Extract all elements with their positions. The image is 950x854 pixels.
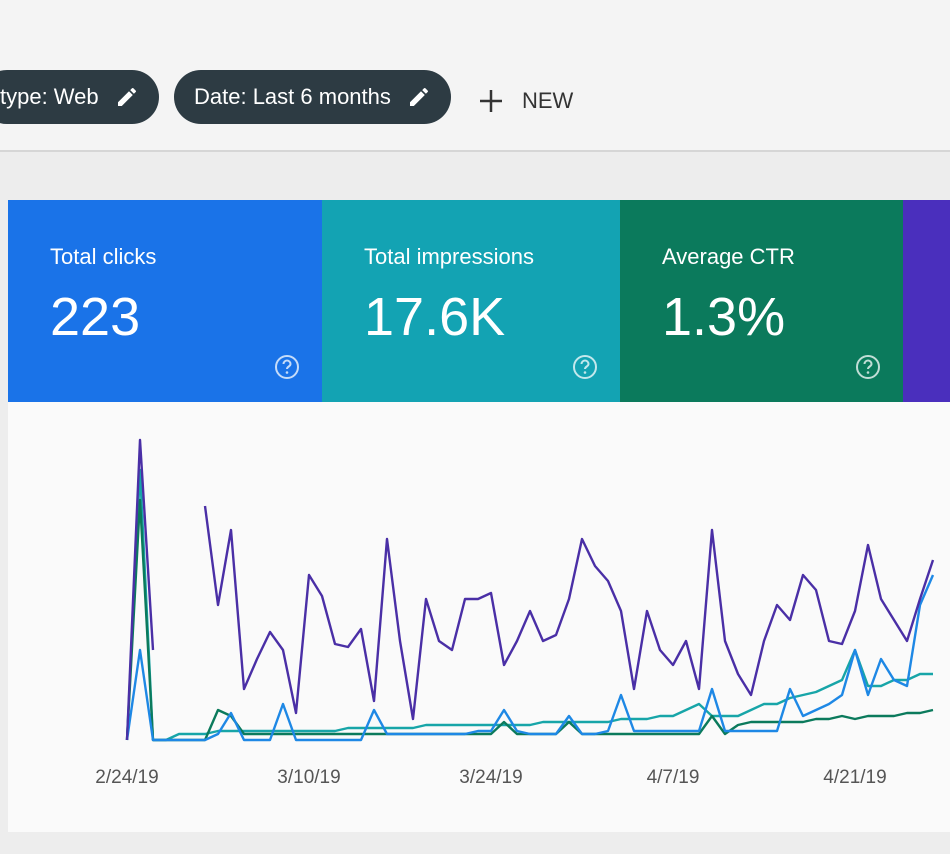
series-line <box>125 574 935 742</box>
edit-icon <box>409 88 428 106</box>
metric-card[interactable]: Average CTR 1.3% <box>620 200 903 402</box>
x-tick-label: 3/10/19 <box>277 767 340 788</box>
x-tick-label: 2/24/19 <box>95 767 158 788</box>
help-icon[interactable] <box>855 354 881 380</box>
series-line <box>125 438 935 741</box>
metric-card[interactable]: Total clicks 223 <box>8 200 322 402</box>
chart-panel: 2/24/19 3/10/19 3/24/19 4/7/19 4/21/19 <box>8 402 950 832</box>
filter-chip[interactable]: Date: Last 6 months <box>174 70 451 124</box>
x-tick-label: 4/7/19 <box>647 767 700 788</box>
chip-label: type: Web <box>0 84 99 109</box>
series-line <box>125 468 933 742</box>
button-label: NEW <box>522 88 574 113</box>
metric-value: 1.3% <box>662 287 786 347</box>
help-icon[interactable] <box>572 354 598 380</box>
x-tick-label: 3/24/19 <box>459 767 522 788</box>
series-line <box>125 498 934 742</box>
metric-value: 17.6K <box>364 287 506 347</box>
chip-label: Date: Last 6 months <box>194 84 391 109</box>
help-icon[interactable] <box>274 354 300 380</box>
metric-label: Total impressions <box>364 244 534 269</box>
filter-bar: type: Web Date: Last 6 months NEW <box>0 0 950 152</box>
metric-label: Total clicks <box>50 244 157 269</box>
metric-card-partial <box>903 200 950 402</box>
metric-label: Average CTR <box>662 244 795 269</box>
metric-value: 223 <box>50 287 141 347</box>
new-filter-button[interactable]: NEW <box>478 88 573 114</box>
edit-icon <box>117 88 136 106</box>
plus-icon <box>480 90 502 112</box>
metric-card[interactable]: Total impressions 17.6K <box>322 200 620 402</box>
filter-chip[interactable]: type: Web <box>0 70 159 124</box>
x-tick-label: 4/21/19 <box>823 767 886 788</box>
chart: 2/24/19 3/10/19 3/24/19 4/7/19 4/21/19 <box>95 438 935 788</box>
